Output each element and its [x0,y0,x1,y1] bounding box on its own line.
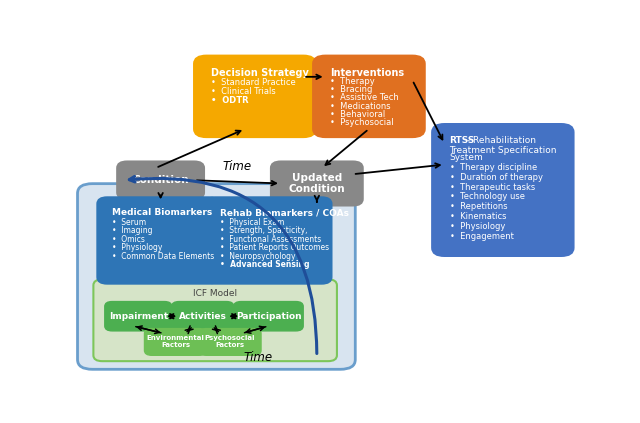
FancyBboxPatch shape [199,329,261,355]
Text: •  Neuropsychology: • Neuropsychology [220,252,296,261]
Text: Rehab Biomarkers / COAs: Rehab Biomarkers / COAs [220,208,349,217]
Text: •  Physiology: • Physiology [449,222,505,231]
Text: •  Repetitions: • Repetitions [449,202,507,211]
Text: •  Medications: • Medications [330,102,391,110]
Text: Time: Time [244,351,273,364]
FancyBboxPatch shape [105,302,172,331]
Text: •  Standard Practice: • Standard Practice [211,78,296,87]
Text: •  Serum: • Serum [112,218,147,227]
Text: •  Physiology: • Physiology [112,243,163,252]
Text: •  Technology use: • Technology use [449,192,525,201]
FancyBboxPatch shape [145,329,207,355]
FancyBboxPatch shape [117,162,204,199]
Text: Decision Strategy: Decision Strategy [211,68,309,78]
Text: •  Advanced Sensing: • Advanced Sensing [220,260,309,269]
Text: •  Duration of therapy: • Duration of therapy [449,173,543,182]
FancyBboxPatch shape [97,197,219,284]
Text: •  Functional Assessments: • Functional Assessments [220,235,321,244]
Text: System: System [449,154,483,162]
Text: RTSS: RTSS [449,137,475,146]
Text: •  Imaging: • Imaging [112,226,153,235]
Text: •  Clinical Trials: • Clinical Trials [211,87,276,96]
Text: •  Therapy: • Therapy [330,77,375,86]
FancyBboxPatch shape [234,302,303,331]
Text: •  Omics: • Omics [112,235,145,244]
Text: Time: Time [223,160,252,173]
Text: •  Therapy discipline: • Therapy discipline [449,163,537,172]
Text: Psychosocial
Factors: Psychosocial Factors [205,335,255,349]
FancyBboxPatch shape [432,124,573,256]
FancyBboxPatch shape [313,56,425,137]
Text: ICF Model: ICF Model [193,289,237,298]
Text: •  Physical Exam: • Physical Exam [220,218,284,227]
Text: •  Bracing: • Bracing [330,85,373,94]
Text: Condition: Condition [132,175,189,185]
Text: Interventions: Interventions [330,68,404,78]
Text: •  Assistive Tech: • Assistive Tech [330,93,399,102]
Text: Medical Biomarkers: Medical Biomarkers [112,208,212,217]
Text: Activities: Activities [179,312,227,321]
FancyBboxPatch shape [205,197,332,284]
FancyBboxPatch shape [93,280,337,361]
Text: Updated
Condition: Updated Condition [289,173,345,194]
Text: •  Strength, Spasticity,: • Strength, Spasticity, [220,226,307,235]
Text: Impairment: Impairment [109,312,168,321]
Text: Participation: Participation [236,312,301,321]
Text: •  Psychosocial: • Psychosocial [330,118,394,127]
Text: •  ODTR: • ODTR [211,96,249,105]
Text: Environmental
Factors: Environmental Factors [147,335,204,349]
Text: •  Therapeutic tasks: • Therapeutic tasks [449,183,535,192]
Text: •  Patient Reports Outcomes: • Patient Reports Outcomes [220,243,329,252]
FancyBboxPatch shape [77,184,355,369]
Text: •  Behavioral: • Behavioral [330,110,386,119]
Text: •  Kinematics: • Kinematics [449,212,506,221]
FancyBboxPatch shape [172,302,234,331]
Text: •  Engagement: • Engagement [449,231,513,241]
Text: - Rehabilitation: - Rehabilitation [465,137,536,146]
Text: Treatment Specification: Treatment Specification [449,146,557,154]
FancyBboxPatch shape [271,162,363,206]
Text: •  Common Data Elements: • Common Data Elements [112,252,214,261]
FancyBboxPatch shape [194,56,316,137]
